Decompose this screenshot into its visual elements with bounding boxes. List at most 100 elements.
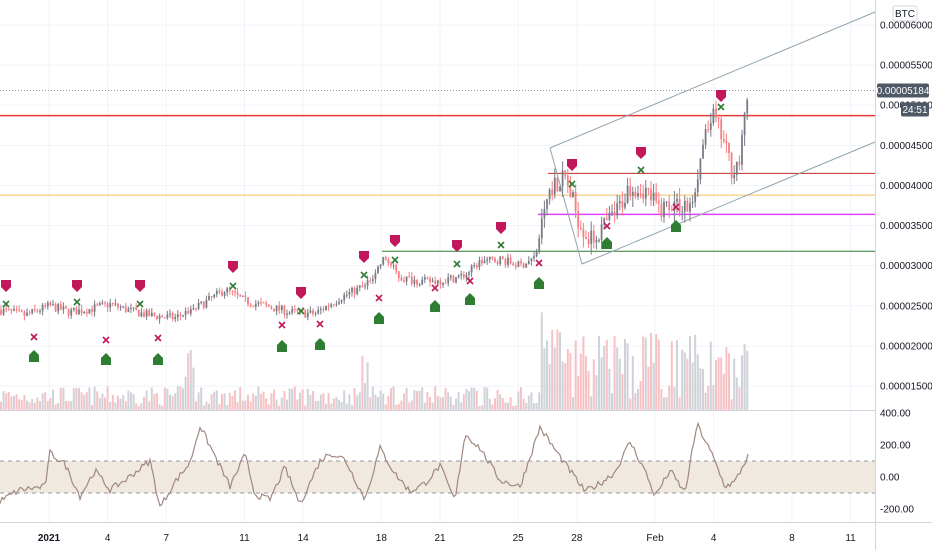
volume-bar [611,393,613,410]
volume-bar [202,405,205,410]
candle-body [80,309,83,314]
volume-bar [403,393,405,410]
candle-body [166,314,169,318]
candle-body [475,265,478,268]
channel-edge-line[interactable] [549,147,583,265]
volume-bar [158,404,161,410]
volume-bar [488,398,491,410]
candle-body [88,309,91,314]
candle-body [499,256,502,264]
candle-body [572,192,574,198]
oscillator-line [0,421,749,507]
candle-body [249,304,252,306]
volume-bar [613,336,616,410]
candle-body [257,302,260,304]
candle-body [652,192,655,201]
candle-body [195,308,197,310]
volume-bar [195,401,197,410]
candle-body [192,308,195,310]
time-axis[interactable]: 2021 4 7 11 14 18 21 25 28 Feb 4 8 11 [38,533,856,544]
candle-body [629,186,632,196]
volume-bar [132,393,135,410]
horizontal-levels[interactable] [0,89,875,252]
volume-bar [140,403,143,410]
volume-bar [655,333,658,410]
volume-bar [496,389,499,410]
oscillator-axis[interactable]: 400.00 200.00 0.00 -200.00 [880,409,914,516]
candle-body [455,277,457,283]
volume-bar [639,381,642,410]
volume-bar [603,345,606,410]
candle-body [491,256,494,259]
candle-body [462,273,465,278]
buy-signal-icon [101,353,111,365]
volume-bar [101,393,104,410]
volume-bar [582,336,585,410]
candle-body [416,279,418,285]
candle-body [335,303,338,305]
cross-green-icon [73,298,81,306]
candle-body [62,306,65,310]
candle-body [366,280,369,286]
candle-body [67,308,70,316]
volume-bar [351,405,353,410]
candle-body [592,230,595,243]
volume-bar [85,391,88,410]
volume-bar [743,344,746,410]
candle-body [127,308,130,312]
volume-bar [304,405,307,410]
volume-bar [730,399,733,410]
volume-bar [239,387,242,410]
volume-bar [499,394,502,410]
candle-body [44,305,47,307]
candle-body [83,311,86,314]
candle-body [2,308,5,315]
volume-bar [205,401,208,410]
channel-lower-line[interactable] [581,141,876,265]
grid-lines [0,0,875,522]
volume-bar [382,393,385,410]
candle-body [481,260,483,264]
candle-body [304,310,307,318]
candle-body [340,300,343,302]
time-tick-label: 18 [376,533,388,544]
volume-bar [462,394,465,410]
current-price-label: 0.00005184 [877,86,930,97]
volume-bar [457,391,460,410]
time-tick-label: 25 [513,533,525,544]
candle-body [169,313,171,315]
channel-upper-line[interactable] [549,11,876,149]
candle-body [465,274,468,278]
volume-bar [200,387,203,410]
volume-bar [7,391,10,410]
candle-body [161,315,164,318]
candle-body [587,238,590,244]
candle-body [494,258,496,262]
candle-body [236,292,239,295]
candle-body [247,297,249,305]
volume-bar [343,390,346,410]
volume-bar [629,398,632,410]
volume-bar [288,388,291,410]
candle-body [374,272,377,279]
candle-body [306,312,309,318]
price-tick-label: 0.00005500 [880,61,932,72]
candle-body [33,309,36,311]
volume-bar [189,350,192,410]
volume-bar [691,362,694,410]
volume-bar [153,393,156,410]
candle-body [119,307,122,309]
volume-bar [59,387,62,410]
volume-bar [644,337,647,410]
volume-bar [657,339,660,410]
volume-bar [709,341,712,410]
cross-green-icon [717,103,725,111]
trend-channel[interactable] [549,11,876,265]
candlesticks [0,97,749,324]
volume-bar [104,397,106,410]
cross-green-icon [453,260,461,268]
volume-bar [590,396,593,410]
volume-bar [366,362,369,410]
volume-bar [348,394,351,410]
